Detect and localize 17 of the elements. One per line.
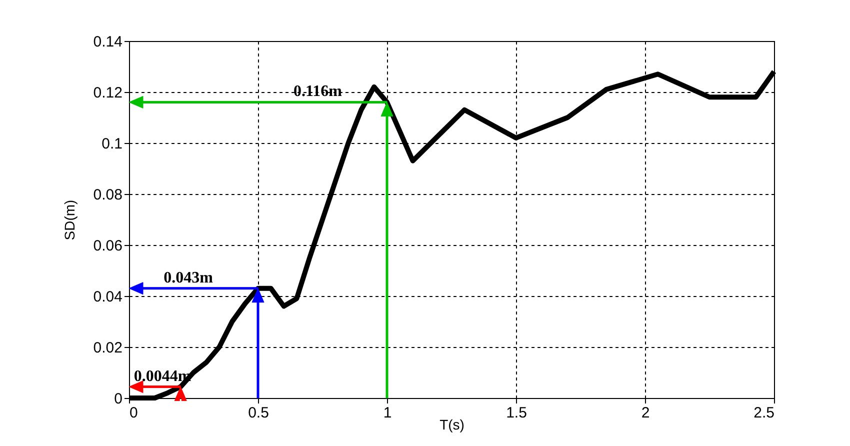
y-tick-label: 0.12 <box>93 84 122 102</box>
x-tick-label: 1.5 <box>506 404 527 422</box>
y-tick-label: 0.14 <box>93 34 122 50</box>
y-axis-title: SD(m) <box>61 200 78 240</box>
x-tick-label: 2 <box>641 404 650 422</box>
y-tick-label: 0.1 <box>102 136 122 152</box>
y-tick-label: 0 <box>114 390 122 408</box>
annotation: 0.043m <box>164 269 214 286</box>
x-tick-label: 0 <box>130 404 138 422</box>
x-tick-label: 1 <box>383 404 392 422</box>
y-tick-label: 0.06 <box>93 238 122 254</box>
y-tick-label: 0.08 <box>93 186 122 204</box>
x-tick-label: 0.5 <box>248 404 269 422</box>
y-tick-label: 0.04 <box>93 288 122 306</box>
x-axis-title: T(s) <box>440 416 464 432</box>
y-tick-label: 0.02 <box>93 340 122 356</box>
x-tick-label: 2.5 <box>754 404 774 422</box>
